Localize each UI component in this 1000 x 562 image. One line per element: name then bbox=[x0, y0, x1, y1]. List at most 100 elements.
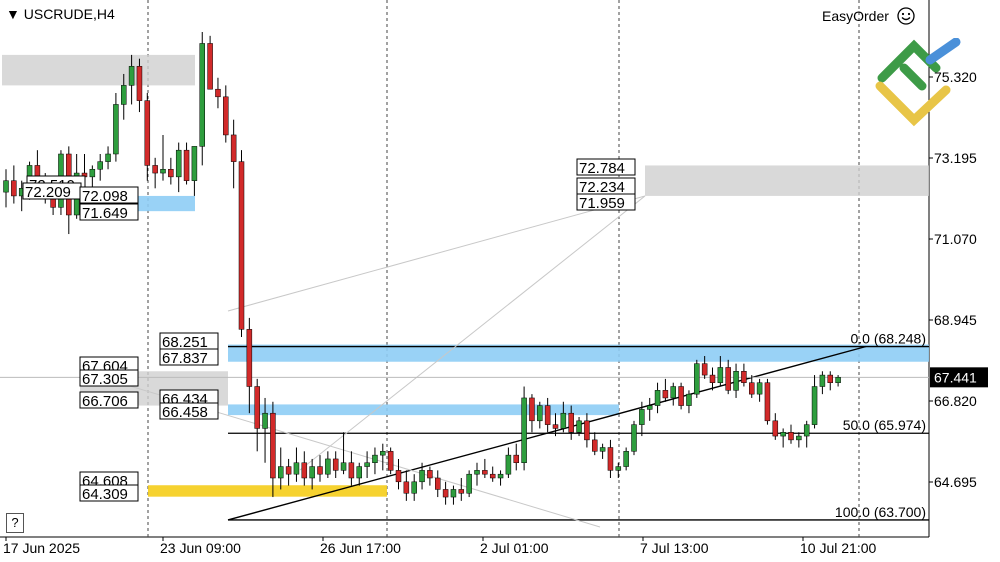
candle-body bbox=[451, 489, 456, 497]
candle-body bbox=[529, 398, 534, 421]
candle-body bbox=[98, 162, 103, 170]
candle-body bbox=[600, 448, 605, 452]
candle-body bbox=[365, 463, 370, 467]
candle-body bbox=[4, 181, 9, 192]
candle-body bbox=[482, 470, 487, 474]
candle-body bbox=[349, 463, 354, 478]
brand-logo bbox=[874, 38, 964, 128]
candle-body bbox=[584, 421, 589, 440]
price-label: 66.706 bbox=[82, 393, 128, 410]
y-tick-label: 71.070 bbox=[934, 231, 977, 247]
candle-body bbox=[490, 474, 495, 478]
candle-body bbox=[663, 390, 668, 398]
candle-body bbox=[90, 169, 95, 177]
candle-body bbox=[325, 459, 330, 474]
candle-body bbox=[184, 150, 189, 180]
price-label: 72.098 bbox=[82, 188, 128, 205]
smiley-icon bbox=[897, 7, 915, 25]
candle-body bbox=[443, 489, 448, 497]
candle-body bbox=[553, 425, 558, 429]
candle-body bbox=[286, 467, 291, 475]
candle-body bbox=[757, 383, 762, 394]
y-tick-label: 68.945 bbox=[934, 312, 977, 328]
candle-body bbox=[537, 406, 542, 421]
candle-body bbox=[616, 467, 621, 471]
candle-body bbox=[380, 451, 385, 455]
candle-body bbox=[11, 181, 16, 196]
fib-level-label: 100.0 (63.700) bbox=[835, 504, 926, 520]
candle-body bbox=[168, 169, 173, 177]
candle-body bbox=[208, 43, 213, 89]
candle-body bbox=[310, 467, 315, 478]
candle-body bbox=[231, 135, 236, 162]
candle-body bbox=[781, 432, 786, 436]
candle-body bbox=[200, 43, 205, 146]
y-tick-label: 66.820 bbox=[934, 393, 977, 409]
candle-body bbox=[137, 66, 142, 100]
candle-body bbox=[624, 451, 629, 466]
price-label: 68.251 bbox=[162, 334, 208, 351]
candle-body bbox=[372, 455, 377, 463]
candle-body bbox=[749, 383, 754, 394]
candle-body bbox=[765, 383, 770, 421]
candle-body bbox=[828, 375, 833, 383]
candle-body bbox=[396, 470, 401, 481]
symbol-header[interactable]: ▼ USCRUDE,H4 bbox=[6, 6, 115, 22]
candle-body bbox=[247, 329, 252, 386]
price-label: 71.959 bbox=[579, 195, 625, 212]
candle-body bbox=[506, 455, 511, 474]
candle-body bbox=[113, 104, 118, 154]
candle-body bbox=[435, 478, 440, 489]
candle-body bbox=[694, 364, 699, 394]
price-label: 67.305 bbox=[82, 371, 128, 388]
candle-body bbox=[804, 425, 809, 436]
candle-body bbox=[412, 482, 417, 493]
zone-blue bbox=[228, 404, 619, 415]
candle-body bbox=[215, 89, 220, 97]
candle-body bbox=[388, 451, 393, 470]
candle-body bbox=[106, 154, 111, 162]
fib-level-label: 0.0 (68.248) bbox=[851, 331, 927, 347]
candle-body bbox=[647, 406, 652, 410]
candle-body bbox=[223, 97, 228, 135]
candle-body bbox=[545, 406, 550, 425]
triangle-down-icon[interactable]: ▼ bbox=[6, 6, 20, 22]
candle-body bbox=[710, 375, 715, 383]
candle-body bbox=[145, 101, 150, 166]
candle-body bbox=[639, 409, 644, 424]
candle-body bbox=[734, 371, 739, 390]
price-label: 72.784 bbox=[579, 160, 625, 177]
candle-body bbox=[404, 482, 409, 493]
candle-body bbox=[561, 413, 566, 428]
candle-body bbox=[153, 165, 158, 173]
x-tick-label: 2 Jul 01:00 bbox=[480, 540, 549, 556]
candle-body bbox=[121, 85, 126, 104]
candle-body bbox=[655, 390, 660, 405]
x-tick-label: 23 Jun 09:00 bbox=[160, 540, 241, 556]
candle-body bbox=[773, 421, 778, 436]
candle-body bbox=[129, 66, 134, 85]
candle-body bbox=[812, 387, 817, 425]
candle-body bbox=[796, 436, 801, 440]
candle-body bbox=[357, 467, 362, 478]
candle-body bbox=[632, 425, 637, 452]
price-label: 66.458 bbox=[162, 404, 208, 421]
candle-body bbox=[294, 463, 299, 474]
help-button[interactable]: ? bbox=[6, 513, 24, 533]
symbol-label: USCRUDE,H4 bbox=[24, 6, 115, 22]
candle-body bbox=[239, 162, 244, 330]
candle-body bbox=[475, 470, 480, 474]
easy-order-button[interactable]: EasyOrder bbox=[822, 7, 915, 25]
candle-body bbox=[278, 467, 283, 478]
candle-body bbox=[459, 489, 464, 493]
candle-body bbox=[420, 470, 425, 481]
candle-body bbox=[741, 371, 746, 382]
price-label: 72.209 bbox=[25, 184, 71, 201]
candle-body bbox=[836, 377, 841, 382]
candle-body bbox=[592, 440, 597, 451]
candle-body bbox=[726, 367, 731, 390]
candle-body bbox=[498, 474, 503, 478]
x-tick-label: 26 Jun 17:00 bbox=[320, 540, 401, 556]
